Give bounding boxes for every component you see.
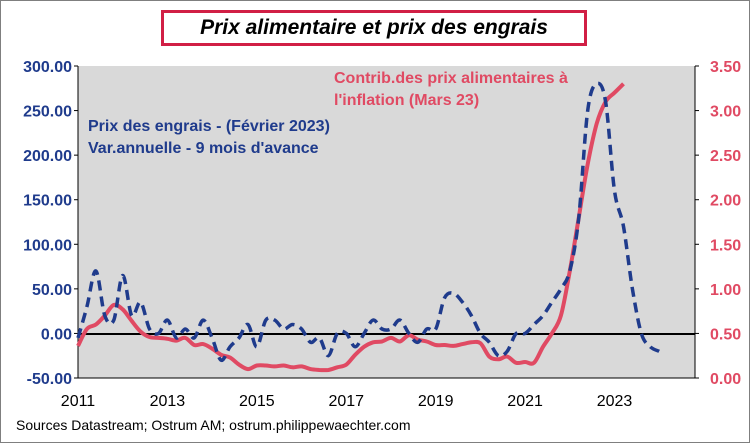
source-note: Sources Datastream; Ostrum AM; ostrum.ph…	[16, 417, 411, 433]
y-right-tick-label: 2.00	[710, 193, 741, 210]
series-line-prix-alimentaires	[76, 82, 625, 373]
y-left-tick-label: 0.00	[41, 326, 72, 343]
y-right-tick-label: 1.00	[710, 282, 741, 299]
x-tick-label: 2017	[328, 393, 364, 410]
annotation-blue-line2: Var.annuelle - 9 mois d'avance	[88, 140, 319, 157]
y-right-tick-label: 0.50	[710, 326, 741, 343]
x-tick-label: 2021	[507, 393, 543, 410]
x-tick-label: 2015	[239, 393, 275, 410]
chart-title: Prix alimentaire et prix des engrais	[161, 10, 587, 46]
x-axis: 2011 2013 2015 2017 2019 2021 2023	[61, 377, 695, 410]
x-tick-label: 2011	[61, 393, 96, 410]
annotation-blue-line1: Prix des engrais - (Février 2023)	[88, 118, 330, 135]
y-left-tick-label: 250.00	[23, 104, 72, 121]
y-left-tick-label: 200.00	[23, 148, 72, 165]
series-line-engrais	[76, 81, 661, 362]
y-axis-left: 300.00 250.00 200.00 150.00 100.00 50.00 0.00 -…	[23, 59, 79, 388]
x-tick-label: 2013	[150, 393, 186, 410]
annotation-red-line2: l'inflation (Mars 23)	[334, 92, 479, 109]
y-left-tick-label: 50.00	[32, 282, 72, 299]
y-right-tick-label: 2.50	[710, 148, 741, 165]
y-axis-right: 3.50 3.00 2.50 2.00 1.50 1.00 0.50 0.00	[694, 59, 741, 388]
series-group	[76, 81, 661, 373]
x-tick-label: 2023	[597, 393, 633, 410]
y-right-tick-label: 1.50	[710, 237, 741, 254]
y-right-tick-label: 3.00	[710, 104, 741, 121]
y-left-tick-label: 100.00	[23, 237, 72, 254]
y-right-tick-label: 3.50	[710, 59, 741, 76]
y-left-tick-label: 150.00	[23, 193, 72, 210]
plot-area	[78, 66, 695, 378]
annotation-red-line1: Contrib.des prix alimentaires à	[334, 70, 568, 87]
y-left-tick-label: -50.00	[27, 371, 72, 388]
y-left-tick-label: 300.00	[23, 59, 72, 76]
y-right-tick-label: 0.00	[710, 371, 741, 388]
x-tick-label: 2019	[418, 393, 454, 410]
